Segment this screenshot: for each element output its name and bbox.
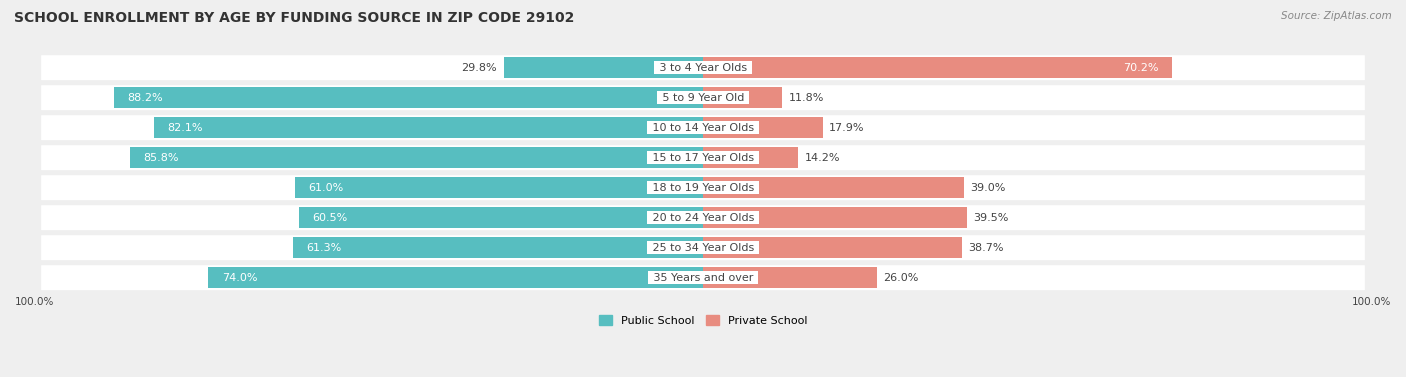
Text: 20 to 24 Year Olds: 20 to 24 Year Olds	[648, 213, 758, 223]
FancyBboxPatch shape	[41, 55, 1365, 80]
Bar	[155, 117, 703, 138]
Bar	[703, 207, 967, 228]
Text: 88.2%: 88.2%	[127, 93, 163, 103]
Text: 26.0%: 26.0%	[883, 273, 918, 283]
Text: 61.3%: 61.3%	[307, 243, 342, 253]
Text: 82.1%: 82.1%	[167, 123, 204, 133]
Text: 39.5%: 39.5%	[974, 213, 1010, 223]
Text: Source: ZipAtlas.com: Source: ZipAtlas.com	[1281, 11, 1392, 21]
Text: SCHOOL ENROLLMENT BY AGE BY FUNDING SOURCE IN ZIP CODE 29102: SCHOOL ENROLLMENT BY AGE BY FUNDING SOUR…	[14, 11, 575, 25]
Text: 70.2%: 70.2%	[1123, 63, 1159, 73]
Text: 74.0%: 74.0%	[222, 273, 257, 283]
Text: 10 to 14 Year Olds: 10 to 14 Year Olds	[648, 123, 758, 133]
FancyBboxPatch shape	[41, 205, 1365, 230]
Bar	[208, 267, 703, 288]
Text: 85.8%: 85.8%	[143, 153, 179, 163]
Legend: Public School, Private School: Public School, Private School	[595, 311, 811, 330]
Text: 38.7%: 38.7%	[969, 243, 1004, 253]
Text: 25 to 34 Year Olds: 25 to 34 Year Olds	[648, 243, 758, 253]
Text: 18 to 19 Year Olds: 18 to 19 Year Olds	[648, 183, 758, 193]
Bar	[294, 237, 703, 259]
FancyBboxPatch shape	[41, 175, 1365, 200]
FancyBboxPatch shape	[41, 115, 1365, 140]
Bar	[129, 147, 703, 169]
Bar	[295, 177, 703, 198]
Bar	[703, 117, 823, 138]
FancyBboxPatch shape	[41, 265, 1365, 290]
FancyBboxPatch shape	[41, 85, 1365, 110]
Bar	[703, 87, 782, 109]
Bar	[703, 267, 877, 288]
FancyBboxPatch shape	[41, 235, 1365, 260]
Text: 3 to 4 Year Olds: 3 to 4 Year Olds	[655, 63, 751, 73]
Bar	[503, 57, 703, 78]
Bar	[703, 237, 962, 259]
Bar	[114, 87, 703, 109]
Bar	[298, 207, 703, 228]
Text: 61.0%: 61.0%	[309, 183, 344, 193]
Text: 39.0%: 39.0%	[970, 183, 1005, 193]
Text: 35 Years and over: 35 Years and over	[650, 273, 756, 283]
FancyBboxPatch shape	[41, 145, 1365, 170]
Bar	[703, 147, 797, 169]
Text: 60.5%: 60.5%	[312, 213, 347, 223]
Text: 11.8%: 11.8%	[789, 93, 824, 103]
Bar	[703, 177, 963, 198]
Bar	[703, 57, 1173, 78]
Text: 15 to 17 Year Olds: 15 to 17 Year Olds	[648, 153, 758, 163]
Text: 5 to 9 Year Old: 5 to 9 Year Old	[658, 93, 748, 103]
Text: 17.9%: 17.9%	[830, 123, 865, 133]
Text: 14.2%: 14.2%	[804, 153, 839, 163]
Text: 29.8%: 29.8%	[461, 63, 498, 73]
